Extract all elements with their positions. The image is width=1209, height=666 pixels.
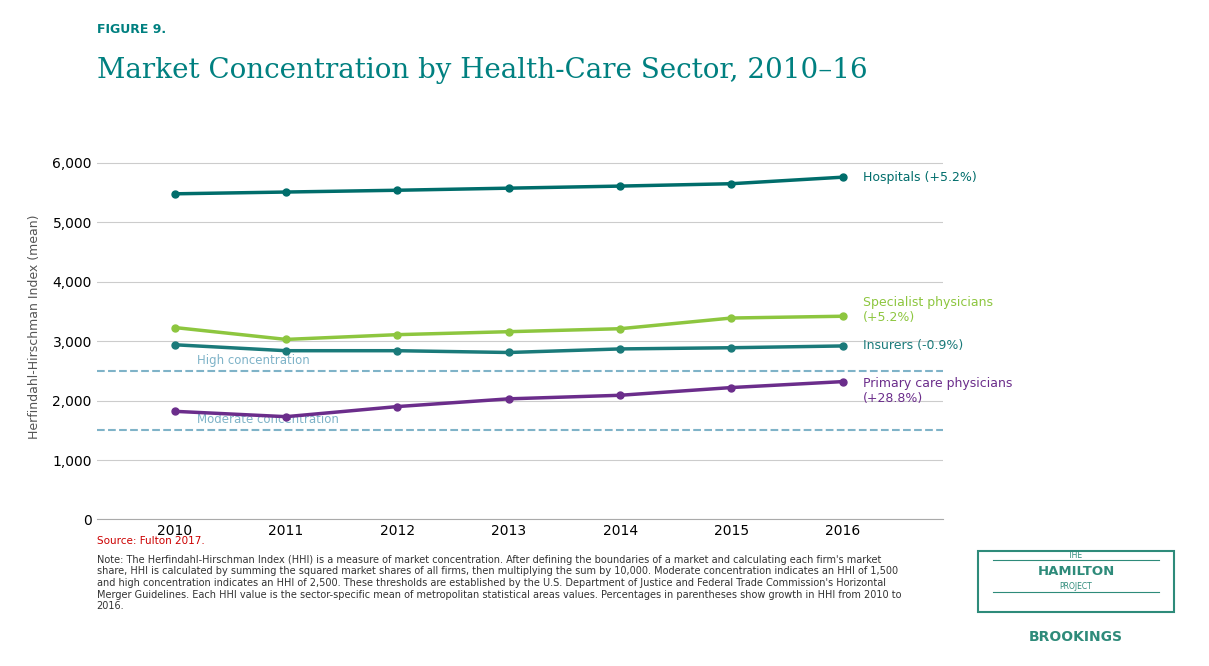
Text: PROJECT: PROJECT — [1059, 582, 1093, 591]
Text: Insurers (-0.9%): Insurers (-0.9%) — [863, 340, 964, 352]
Text: Hospitals (+5.2%): Hospitals (+5.2%) — [863, 170, 977, 184]
Text: Source: Fulton 2017.: Source: Fulton 2017. — [97, 536, 204, 546]
FancyBboxPatch shape — [978, 551, 1174, 612]
Text: Moderate concentration: Moderate concentration — [197, 413, 339, 426]
Text: Primary care physicians
(+28.8%): Primary care physicians (+28.8%) — [863, 376, 1012, 404]
Text: Specialist physicians
(+5.2%): Specialist physicians (+5.2%) — [863, 296, 993, 324]
Y-axis label: Herfindahl-Hirschman Index (mean): Herfindahl-Hirschman Index (mean) — [28, 214, 41, 439]
Text: BROOKINGS: BROOKINGS — [1029, 629, 1123, 644]
Text: HAMILTON: HAMILTON — [1037, 565, 1115, 577]
Text: FIGURE 9.: FIGURE 9. — [97, 23, 166, 37]
Text: High concentration: High concentration — [197, 354, 310, 367]
Text: Note: The Herfindahl-Hirschman Index (HHI) is a measure of market concentration.: Note: The Herfindahl-Hirschman Index (HH… — [97, 555, 901, 611]
Text: Market Concentration by Health-Care Sector, 2010–16: Market Concentration by Health-Care Sect… — [97, 57, 867, 84]
Text: THE: THE — [1069, 551, 1083, 560]
